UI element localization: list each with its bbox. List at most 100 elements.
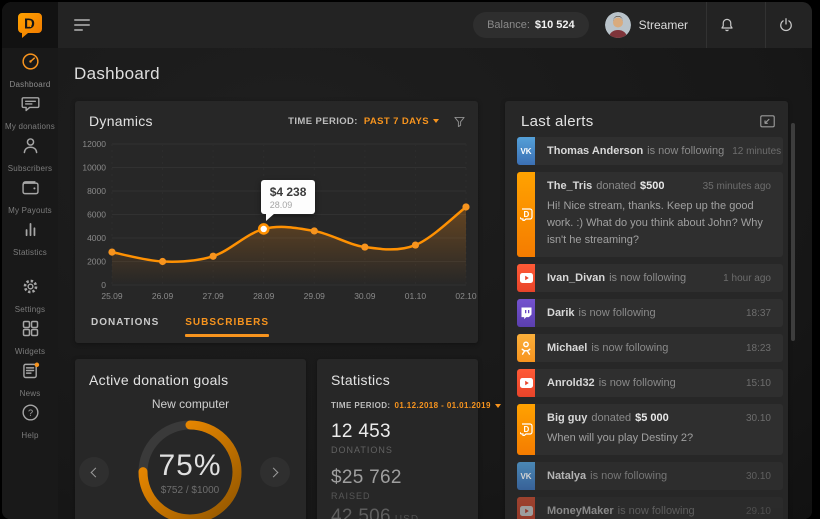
topbar-divider xyxy=(706,2,707,48)
alert-action: donated xyxy=(591,412,632,425)
dynamics-chart[interactable]: 0 2000 4000 6000 8000 10000 12000 25.09 26.09 27.… xyxy=(75,137,478,303)
alert-item[interactable]: D The_Tris donated $500 35 minutes ago Hi… xyxy=(517,172,783,258)
alert-action: is now following xyxy=(609,272,687,285)
alerts-scrollbar[interactable] xyxy=(791,123,795,341)
sidebar-item-widgets[interactable]: Widgets xyxy=(2,315,58,359)
svg-text:VK: VK xyxy=(520,147,531,156)
alert-action: is now following xyxy=(590,470,668,483)
balance-label: Balance: xyxy=(487,19,530,31)
twitch-icon xyxy=(517,299,535,328)
sidebar-item-label: Widgets xyxy=(14,347,46,356)
svg-text:!: ! xyxy=(29,19,32,30)
sidebar-item-label: My Payouts xyxy=(8,206,52,215)
stats-period-value: 01.12.2018 - 01.01.2019 xyxy=(394,401,491,410)
stats-time-period[interactable]: TIME PERIOD: 01.12.2018 - 01.01.2019 xyxy=(331,401,501,410)
tab-subscribers[interactable]: SUBSCRIBERS xyxy=(185,317,269,337)
alert-timestamp: 35 minutes ago xyxy=(702,181,771,192)
avatar[interactable] xyxy=(604,12,631,38)
svg-text:29.09: 29.09 xyxy=(304,291,326,301)
svg-text:30.09: 30.09 xyxy=(354,291,376,301)
filter-icon[interactable] xyxy=(453,115,466,128)
alert-item[interactable]: VK Thomas Anderson is now following 12 m… xyxy=(517,137,783,165)
dynamics-title: Dynamics xyxy=(89,113,153,129)
logout-button[interactable] xyxy=(766,2,806,48)
vk-icon: VK xyxy=(517,462,535,491)
app-logo[interactable]: D ! xyxy=(2,2,58,48)
svg-text:26.09: 26.09 xyxy=(152,291,174,301)
alert-action: donated xyxy=(596,180,637,192)
avatar-image xyxy=(604,12,631,38)
stat-donations-label: DONATIONS xyxy=(331,445,393,455)
sidebar-item-label: My donations xyxy=(5,122,55,131)
payouts-icon xyxy=(20,177,41,203)
balance-pill[interactable]: Balance: $10 524 xyxy=(473,12,589,38)
sidebar-item-news[interactable]: News xyxy=(2,357,58,401)
goal-next-button[interactable] xyxy=(260,457,290,487)
settings-icon xyxy=(20,276,41,302)
sidebar-item-label: Dashboard xyxy=(9,80,51,89)
alert-item[interactable]: Darik is now following 18:37 xyxy=(517,299,783,328)
alert-item[interactable]: Ivan_Divan is now following 1 hour ago xyxy=(517,264,783,293)
popup-window-icon[interactable] xyxy=(759,114,776,129)
svg-text:4000: 4000 xyxy=(87,233,106,243)
alert-action: is now following xyxy=(617,505,695,518)
svg-text:01.10: 01.10 xyxy=(405,291,427,301)
sidebar-item-dashboard[interactable]: Dashboard xyxy=(2,48,58,92)
vk-icon: VK xyxy=(517,137,535,165)
balance-value: $10 524 xyxy=(534,19,575,31)
alert-username: The_Tris xyxy=(547,180,593,192)
youtube-icon xyxy=(517,369,535,398)
stat-third-number: 42 506 xyxy=(331,506,391,519)
svg-text:12000: 12000 xyxy=(82,139,106,149)
stat-third-unit: USD xyxy=(395,514,419,519)
time-period-label: TIME PERIOD: xyxy=(288,115,358,127)
sidebar-item-my-payouts[interactable]: My Payouts xyxy=(2,174,58,218)
alert-action: is now following xyxy=(591,342,669,355)
menu-toggle-button[interactable] xyxy=(74,19,90,31)
dynamics-panel: Dynamics TIME PERIOD: PAST 7 DAYS 0 2000 4… xyxy=(75,101,478,343)
sidebar-item-settings[interactable]: Settings xyxy=(2,273,58,317)
alert-action: is now following xyxy=(578,307,656,320)
bell-icon xyxy=(721,18,733,32)
sidebar-item-subscribers[interactable]: Subscribers xyxy=(2,132,58,176)
goal-progress-text: $752 / $1000 xyxy=(160,484,220,496)
notifications-button[interactable] xyxy=(707,2,747,48)
alert-item[interactable]: D Big guy donated $5 000 30.10 When will … xyxy=(517,404,783,456)
svg-text:02.10: 02.10 xyxy=(455,291,477,301)
alert-username: Michael xyxy=(547,342,588,355)
goal-progress-donut: 75% $752 / $1000 xyxy=(136,418,244,519)
widgets-icon xyxy=(20,318,41,344)
youtube-icon xyxy=(517,497,535,519)
sidebar-item-statistics[interactable]: Statistics xyxy=(2,216,58,260)
svg-text:D: D xyxy=(523,210,529,219)
svg-text:6000: 6000 xyxy=(87,210,106,220)
donations-icon xyxy=(20,93,41,119)
tab-donations[interactable]: DONATIONS xyxy=(91,317,160,328)
alert-item[interactable]: Michael is now following 18:23 xyxy=(517,334,783,363)
time-period-select[interactable]: PAST 7 DAYS xyxy=(364,116,439,127)
alert-username: Thomas Anderson xyxy=(547,145,644,157)
sidebar-item-help[interactable]: ? Help xyxy=(2,399,58,443)
alert-item[interactable]: VK Natalya is now following 30.10 xyxy=(517,462,783,491)
alert-timestamp: 12 minutes ago xyxy=(732,146,783,157)
stat-donations-value: 12 453 xyxy=(331,421,391,442)
statistics-panel: Statistics TIME PERIOD: 01.12.2018 - 01.… xyxy=(317,359,501,519)
alert-timestamp: 18:23 xyxy=(745,343,771,355)
goal-prev-button[interactable] xyxy=(79,457,109,487)
last-alerts-panel: Last alerts VK Thomas Anderson is now fo… xyxy=(505,101,788,519)
time-period-value: PAST 7 DAYS xyxy=(363,115,429,127)
alert-username: Ivan_Divan xyxy=(547,272,606,285)
user-name[interactable]: Streamer xyxy=(638,18,688,32)
help-icon: ? xyxy=(20,402,41,428)
goals-title: Active donation goals xyxy=(89,372,229,388)
alert-item[interactable]: MoneyMaker is now following 29.10 xyxy=(517,497,783,519)
alert-message: When will you play Destiny 2? xyxy=(547,432,694,445)
alert-item[interactable]: Anrold32 is now following 15:10 xyxy=(517,369,783,398)
chevron-down-icon xyxy=(494,403,501,408)
svg-text:25.09: 25.09 xyxy=(101,291,123,301)
donatepay-icon: D xyxy=(517,172,535,258)
sidebar-item-my-donations[interactable]: My donations xyxy=(2,90,58,134)
alert-timestamp: 18:37 xyxy=(745,308,771,320)
